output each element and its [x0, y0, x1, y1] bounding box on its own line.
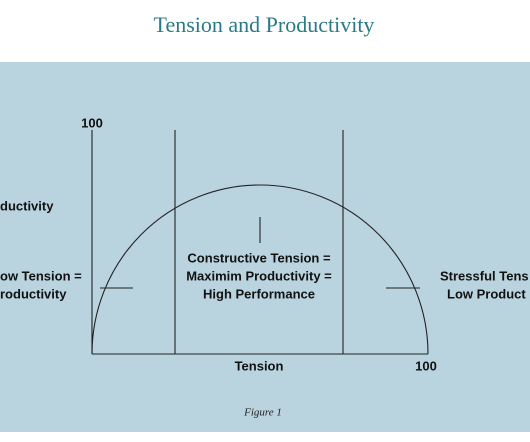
y-axis-max: 100 — [81, 115, 103, 130]
zone-label: Constructive Tension = — [187, 250, 331, 265]
zone-label: High Performance — [203, 286, 315, 301]
x-axis-max: 100 — [415, 358, 437, 373]
zone-label: Stressful Tens — [440, 268, 529, 283]
productivity-curve — [91, 184, 429, 355]
zone-label: roductivity — [0, 286, 67, 301]
zone-label: ow Tension = — [0, 268, 82, 283]
y-axis-label: ductivity — [0, 198, 54, 213]
x-axis-label: Tension — [235, 358, 284, 373]
zone-label: Low Product — [447, 286, 526, 301]
background-panel — [0, 62, 530, 432]
title: Tension and Productivity — [154, 12, 375, 37]
zone-label: Maximim Productivity = — [186, 268, 332, 283]
caption: Figure 1 — [243, 407, 282, 419]
